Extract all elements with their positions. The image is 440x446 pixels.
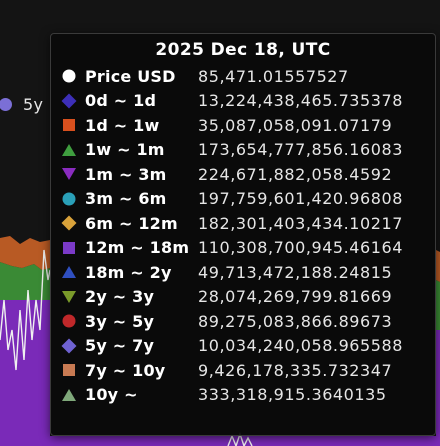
series-value: 182,301,403,434.10217 xyxy=(198,213,403,233)
area-layer-green xyxy=(0,262,50,300)
circle-marker-icon xyxy=(61,313,77,329)
series-name: 6m ~ 12m xyxy=(85,213,178,233)
legend-item-label: 5y xyxy=(23,94,44,114)
series-name: 5y ~ 7y xyxy=(85,336,155,356)
series-value: 35,087,058,091.07179 xyxy=(198,115,393,135)
tooltip-row: 6m ~ 12m 182,301,403,434.10217 xyxy=(51,211,435,236)
series-name: 3y ~ 5y xyxy=(85,311,155,331)
legend-item-5y[interactable]: 5y xyxy=(0,92,43,116)
tooltip-title: 2025 Dec 18, UTC xyxy=(155,40,331,60)
tooltip-row: 1d ~ 1w 35,087,058,091.07179 xyxy=(51,113,435,138)
area-layer-orange xyxy=(0,236,50,270)
triangle-down-marker-icon xyxy=(61,289,77,305)
square-marker-icon xyxy=(61,117,77,133)
series-name: 3m ~ 6m xyxy=(85,189,167,209)
legend-dot-icon xyxy=(0,97,12,111)
series-value: 9,426,178,335.732347 xyxy=(198,360,393,380)
area-layer-purple xyxy=(0,300,50,446)
area-layer-purple-bottom xyxy=(0,436,440,446)
series-value: 197,759,601,420.96808 xyxy=(198,189,403,209)
tooltip-row: 3y ~ 5y 89,275,083,866.89673 xyxy=(51,309,435,334)
series-name: 0d ~ 1d xyxy=(85,91,157,111)
series-name: 12m ~ 18m xyxy=(85,238,190,258)
series-name: 1m ~ 3m xyxy=(85,164,167,184)
tooltip-row: 10y ~ 333,318,915.3640135 xyxy=(51,383,435,408)
tooltip-row: 0d ~ 1d 13,224,438,465.735378 xyxy=(51,89,435,114)
tooltip-row: 5y ~ 7y 10,034,240,058.965588 xyxy=(51,334,435,359)
circle-marker-icon xyxy=(61,68,77,84)
tooltip-row: 2y ~ 3y 28,074,269,799.81669 xyxy=(51,285,435,310)
series-name: 1d ~ 1w xyxy=(85,115,160,135)
triangle-down-marker-icon xyxy=(61,166,77,182)
tooltip-rows: Price USD 85,471.01557527 0d ~ 1d 13,224,43… xyxy=(51,64,435,407)
series-value: 49,713,472,188.24815 xyxy=(198,262,393,282)
tooltip-row: 3m ~ 6m 197,759,601,420.96808 xyxy=(51,187,435,212)
series-name: 1w ~ 1m xyxy=(85,140,165,160)
tooltip-row: 7y ~ 10y 9,426,178,335.732347 xyxy=(51,358,435,383)
series-value: 110,308,700,945.46164 xyxy=(198,238,403,258)
triangle-up-marker-icon xyxy=(61,142,77,158)
series-name: 10y ~ xyxy=(85,385,138,405)
series-value: 85,471.01557527 xyxy=(198,66,349,86)
diamond-marker-icon xyxy=(61,215,77,231)
tooltip-row: 1m ~ 3m 224,671,882,058.4592 xyxy=(51,162,435,187)
series-name: 7y ~ 10y xyxy=(85,360,166,380)
series-value: 28,074,269,799.81669 xyxy=(198,287,393,307)
series-value: 89,275,083,866.89673 xyxy=(198,311,393,331)
series-value: 333,318,915.3640135 xyxy=(198,385,387,405)
square-marker-icon xyxy=(61,240,77,256)
series-name: 2y ~ 3y xyxy=(85,287,155,307)
series-name: 18m ~ 2y xyxy=(85,262,172,282)
tooltip-row: 18m ~ 2y 49,713,472,188.24815 xyxy=(51,260,435,285)
tooltip-row: Price USD 85,471.01557527 xyxy=(51,64,435,89)
series-value: 224,671,882,058.4592 xyxy=(198,164,393,184)
square-marker-icon xyxy=(61,362,77,378)
triangle-up-marker-icon xyxy=(61,387,77,403)
price-line xyxy=(0,249,51,371)
area-layer-orange-right xyxy=(436,250,440,282)
series-value: 10,034,240,058.965588 xyxy=(198,336,403,356)
tooltip-row: 12m ~ 18m 110,308,700,945.46164 xyxy=(51,236,435,261)
tooltip-row: 1w ~ 1m 173,654,777,856.16083 xyxy=(51,138,435,163)
triangle-up-marker-icon xyxy=(61,264,77,280)
diamond-marker-icon xyxy=(61,93,77,109)
diamond-marker-icon xyxy=(61,338,77,354)
series-value: 173,654,777,856.16083 xyxy=(198,140,403,160)
area-layer-purple-right xyxy=(436,330,440,446)
series-value: 13,224,438,465.735378 xyxy=(198,91,403,111)
area-layer-green-right xyxy=(436,280,440,330)
chart-tooltip: 2025 Dec 18, UTC Price USD 85,471.0155752… xyxy=(50,33,436,436)
series-name: Price USD xyxy=(85,66,176,86)
circle-marker-icon xyxy=(61,191,77,207)
